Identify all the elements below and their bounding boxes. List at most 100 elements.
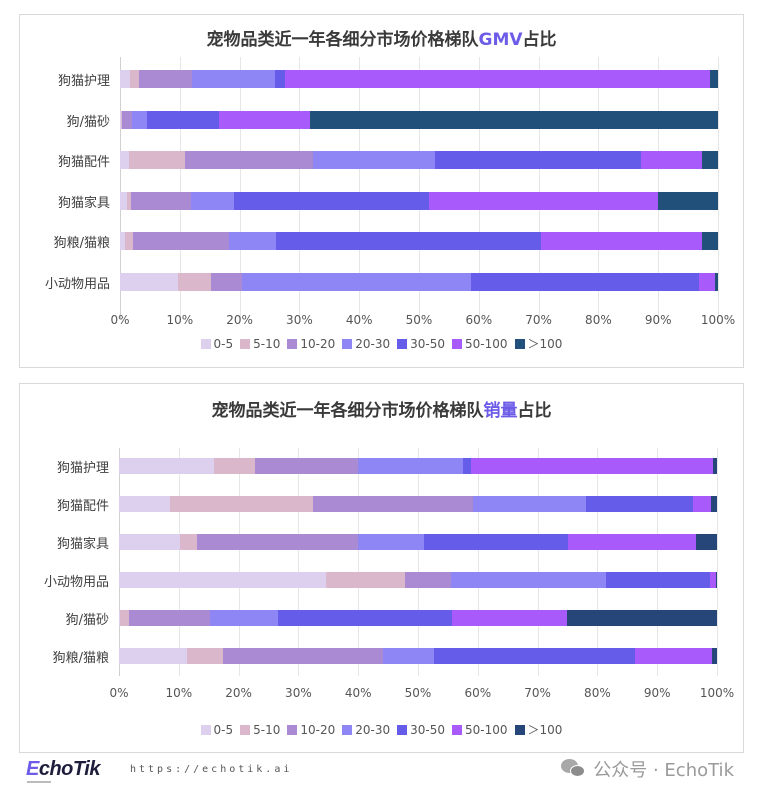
gridline (598, 57, 600, 319)
title-suffix: 占比 (522, 30, 557, 50)
legend-item: 50-100 (452, 335, 508, 352)
title-suffix: 占比 (517, 401, 552, 421)
gridline (178, 448, 180, 676)
stacked-bar (120, 191, 718, 210)
bar-segment (192, 70, 275, 88)
category-label: 狗猫家具 (56, 537, 109, 552)
bar-segment (170, 496, 314, 512)
bar-segment (313, 496, 473, 512)
gridline (597, 448, 599, 676)
bar-segment (131, 110, 148, 129)
title-prefix: 宠物品类近一年各细分市场价格梯队 (206, 30, 479, 50)
legend-swatch (452, 724, 463, 735)
gmv-plot-area: 0% 10% 20% 30% 40% 50% 60% 70% 80% 90% 100% 狗猫护理 狗/猫… (45, 57, 735, 327)
sales-plot-area: 0% 10% 20% 30% 40% 50% 60% 70% 80% 90% 100% 狗猫护理 狗猫配… (44, 448, 734, 700)
x-tick-label: 40% (344, 686, 372, 700)
bar-segment (191, 191, 235, 210)
legend-item: 30-50 (397, 335, 445, 352)
bar-segment (714, 272, 718, 291)
legend-label: 5-10 (253, 336, 281, 351)
bar-segment (120, 272, 178, 291)
bar-segment (133, 232, 230, 250)
category-label: 狗猫护理 (57, 74, 110, 89)
x-tick-label: 10% (166, 313, 194, 327)
bar-segment (119, 610, 120, 626)
x-tick-label: 30% (285, 686, 312, 700)
category-label: 小动物用品 (44, 276, 110, 292)
x-tick-label: 80% (584, 686, 611, 700)
bar-segment (715, 572, 717, 588)
x-tick-label: 30% (286, 313, 313, 327)
legend-label: 0-5 (213, 722, 234, 737)
gridline (658, 57, 660, 319)
legend-swatch (397, 338, 408, 349)
legend-item: ＞100 (514, 721, 563, 738)
legend-item: 0-5 (200, 335, 234, 352)
bar-segment (218, 110, 311, 129)
bar-segment (120, 191, 128, 210)
bar-segment (312, 151, 436, 169)
legend-swatch (397, 724, 408, 735)
bar-segment (179, 534, 198, 550)
bar-segment (405, 572, 451, 588)
bar-segment (383, 648, 435, 664)
wechat-label: 公众号 · EchoTik (593, 760, 734, 781)
bar-segment (463, 458, 472, 474)
logo-subtitle (27, 781, 51, 783)
legend-item: 50-100 (452, 721, 508, 738)
bar-segment (423, 534, 569, 550)
bar-segment (120, 232, 126, 250)
legend-label: 20-30 (355, 722, 391, 737)
bar-segment (119, 534, 180, 550)
x-tick-label: 100% (700, 313, 736, 327)
bar-segment (285, 70, 710, 88)
bar-segment (635, 648, 712, 664)
legend-swatch (240, 338, 251, 349)
x-tick-label: 100% (699, 686, 735, 700)
gridline (477, 448, 479, 676)
stacked-bar (120, 151, 718, 169)
gmv-chart-panel: 宠物品类近一年各细分市场价格梯队GMV占比 0% 10% 20% 30% 40% 50% 6… (19, 14, 744, 368)
bar-segment (119, 572, 326, 588)
x-tick-label: 50% (405, 313, 433, 327)
sales-chart-title: 宠物品类近一年各细分市场价格梯队销量占比 (20, 396, 743, 421)
bar-segment (712, 458, 717, 474)
gridline (179, 57, 181, 319)
gridline (238, 448, 240, 676)
bar-segment (450, 572, 606, 588)
bar-segment (120, 70, 131, 88)
bar-segment (567, 610, 717, 626)
gmv-chart-title: 宠物品类近一年各细分市场价格梯队GMV占比 (20, 25, 743, 50)
bar-segment (471, 272, 700, 291)
bar-segment (229, 232, 277, 250)
x-tick-label: 70% (525, 313, 552, 327)
gmv-legend: 0-5 5-10 10-20 20-30 30-50 50-100 ＞100 (20, 335, 743, 352)
bar-segment (214, 458, 256, 474)
bar-segment (358, 534, 424, 550)
legend-label: 50-100 (465, 722, 508, 737)
bar-segment (234, 191, 430, 210)
stacked-bar (119, 648, 717, 664)
title-prefix: 宠物品类近一年各细分市场价格梯队 (211, 401, 484, 421)
legend-label: 10-20 (300, 722, 336, 737)
bar-segment (120, 151, 129, 169)
bar-segment (274, 70, 286, 88)
bar-segment (434, 648, 636, 664)
stacked-bar (119, 458, 717, 474)
category-label: 狗猫配件 (56, 499, 109, 514)
sales-chart-panel: 宠物品类近一年各细分市场价格梯队销量占比 0% 10% 20% 30% 40% 50% 60… (19, 383, 744, 753)
gridline (298, 448, 300, 676)
bar-segment (658, 191, 718, 210)
bar-segment (119, 496, 171, 512)
legend-label: ＞100 (527, 723, 563, 737)
stacked-bar (119, 610, 717, 626)
legend-label: 0-5 (213, 336, 234, 351)
bar-segment (696, 534, 717, 550)
legend-item: 20-30 (342, 335, 390, 352)
category-label: 狗粮/猫粮 (52, 651, 109, 666)
bar-segment (147, 110, 219, 129)
legend-swatch (342, 724, 353, 735)
category-label: 小动物用品 (43, 575, 109, 590)
bar-segment (710, 496, 717, 512)
legend-item: 10-20 (287, 721, 335, 738)
